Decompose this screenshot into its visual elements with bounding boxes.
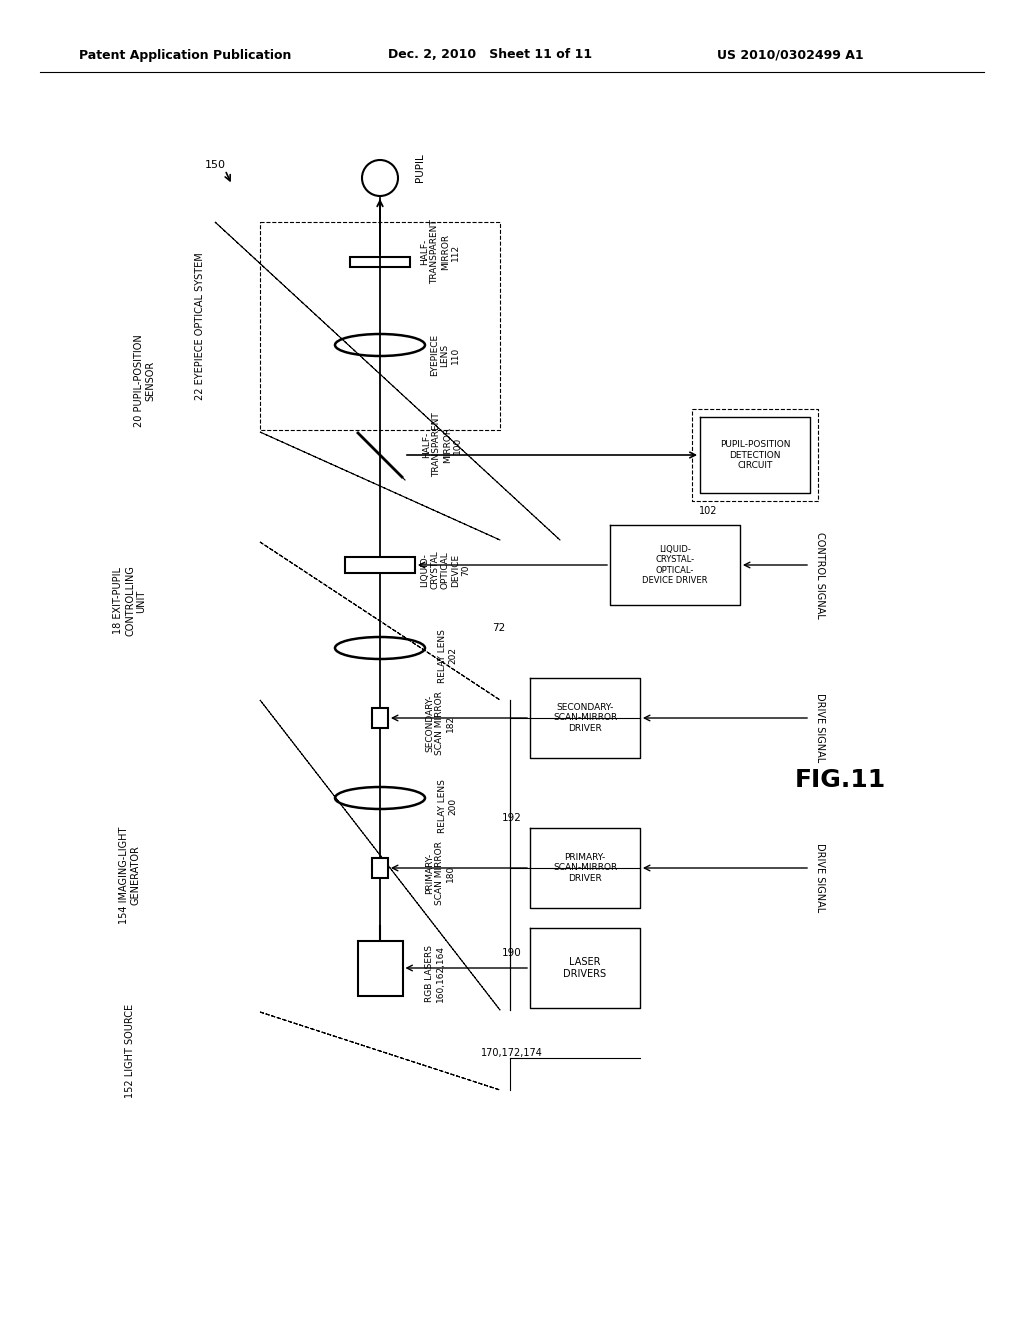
Text: RGB LASERS
160,162,164: RGB LASERS 160,162,164 (425, 945, 444, 1002)
Text: Dec. 2, 2010   Sheet 11 of 11: Dec. 2, 2010 Sheet 11 of 11 (388, 49, 592, 62)
Text: RELAY LENS
200: RELAY LENS 200 (438, 779, 458, 833)
Text: RELAY LENS
202: RELAY LENS 202 (438, 630, 458, 682)
Bar (357, 940, 402, 995)
Text: SECONDARY-
SCAN-MIRROR
DRIVER: SECONDARY- SCAN-MIRROR DRIVER (553, 704, 617, 733)
Text: US 2010/0302499 A1: US 2010/0302499 A1 (717, 49, 863, 62)
Bar (372, 858, 388, 878)
Text: FIG.11: FIG.11 (795, 768, 886, 792)
Text: 102: 102 (698, 506, 717, 516)
Text: DRIVE SIGNAL: DRIVE SIGNAL (815, 693, 825, 763)
Text: HALF-
TRANSPARENT
MIRROR
112: HALF- TRANSPARENT MIRROR 112 (420, 219, 460, 284)
Text: LASER
DRIVERS: LASER DRIVERS (563, 957, 606, 979)
Text: PUPIL: PUPIL (415, 153, 425, 182)
Text: 190: 190 (502, 948, 522, 958)
Text: 150: 150 (205, 160, 225, 170)
Text: 18 EXIT-PUPIL
CONTROLLING
UNIT: 18 EXIT-PUPIL CONTROLLING UNIT (114, 565, 146, 636)
Text: EYEPIECE
LENS
110: EYEPIECE LENS 110 (430, 334, 460, 376)
Text: 152 LIGHT SOURCE: 152 LIGHT SOURCE (125, 1005, 135, 1098)
Text: HALF-
TRANSPARENT
MIRROR
100: HALF- TRANSPARENT MIRROR 100 (422, 413, 462, 478)
Text: PUPIL-POSITION
DETECTION
CIRCUIT: PUPIL-POSITION DETECTION CIRCUIT (720, 440, 791, 470)
Text: LIQUID-
CRYSTAL-
OPTICAL-
DEVICE DRIVER: LIQUID- CRYSTAL- OPTICAL- DEVICE DRIVER (642, 545, 708, 585)
Text: 192: 192 (502, 813, 522, 822)
Text: LIQUID-
CRYSTAL
OPTICAL
DEVICE
70: LIQUID- CRYSTAL OPTICAL DEVICE 70 (420, 550, 470, 589)
Text: DRIVE SIGNAL: DRIVE SIGNAL (815, 843, 825, 912)
Text: 170,172,174: 170,172,174 (481, 1048, 543, 1059)
Bar (345, 557, 415, 573)
Text: SECONDARY-
SCAN MIRROR
182: SECONDARY- SCAN MIRROR 182 (425, 692, 455, 755)
Text: PRIMARY-
SCAN-MIRROR
DRIVER: PRIMARY- SCAN-MIRROR DRIVER (553, 853, 617, 883)
Text: CONTROL SIGNAL: CONTROL SIGNAL (815, 532, 825, 618)
Text: 72: 72 (492, 623, 505, 634)
Text: 20 PUPIL-POSITION
SENSOR: 20 PUPIL-POSITION SENSOR (134, 335, 156, 428)
Text: Patent Application Publication: Patent Application Publication (79, 49, 291, 62)
Text: 22 EYEPIECE OPTICAL SYSTEM: 22 EYEPIECE OPTICAL SYSTEM (195, 252, 205, 400)
Text: 154 IMAGING-LIGHT
GENERATOR: 154 IMAGING-LIGHT GENERATOR (119, 826, 141, 924)
Bar (350, 257, 410, 267)
Bar (372, 708, 388, 729)
Text: PRIMARY-
SCAN MIRROR
180: PRIMARY- SCAN MIRROR 180 (425, 841, 455, 906)
